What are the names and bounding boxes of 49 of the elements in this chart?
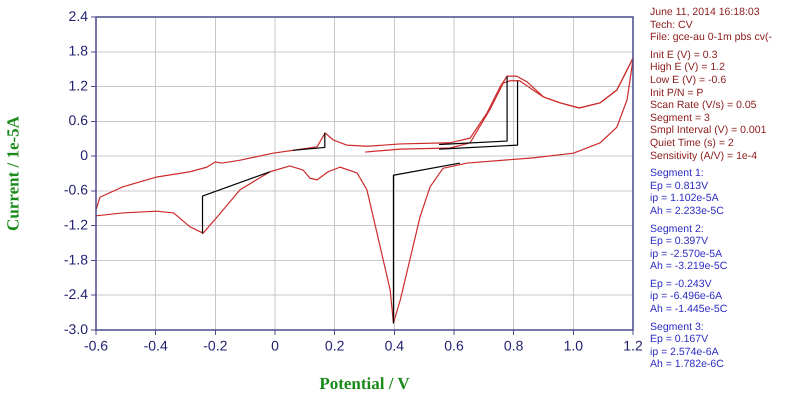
y-tick-label: -2.4 [64,286,88,302]
text: Smpl Interval (V) = 0.001 [650,124,768,137]
y-tick-label: 1.2 [68,77,88,94]
text: Segment 1: [650,167,705,180]
x-tick-label: -0.2 [203,337,228,354]
x-tick-label: -0.6 [84,337,108,354]
text: Segment 2: [650,222,705,236]
text: Ah = -3.219e-5C [650,260,728,273]
text: Init P/N = P [650,86,704,100]
y-tick-label: -0.6 [64,182,88,198]
text: Scan Rate (V/s) = 0.05 [650,99,758,112]
x-tick-label: 0.2 [324,337,345,354]
text: Ah = 1.782e-6C [650,358,725,372]
text: Ep = -0.243V [650,278,713,290]
x-tick-label: -0.4 [144,337,168,354]
x-tick-label: 1.0 [564,337,584,354]
x-axis-title: Potential / V [319,374,410,394]
x-tick-label: 0 [271,337,280,354]
text: Segment = 3 [650,112,711,124]
x-tick-label: 0.6 [444,337,464,354]
y-axis-title: Current / 1e-5A [4,115,23,231]
x-tick-label: 0.8 [504,337,524,354]
y-tick-label: -1.8 [64,251,88,268]
text: High E (V) = 1.2 [650,61,726,74]
text: Ah = 2.233e-5C [650,204,725,218]
text: Init E (V) = 0.3 [650,48,718,62]
text: Sensitivity (A/V) = 1e-4 [650,150,758,162]
text: Segment 3: [650,320,705,334]
y-tick-label: 0 [80,146,88,163]
x-tick-label: 1.2 [623,337,643,354]
text: ip = 1.102e-5A [650,192,720,205]
y-tick-label: -1.2 [64,216,88,233]
text: Quiet Time (s) = 2 [650,136,735,150]
text: Ah = -1.445e-5C [650,303,728,316]
text: Tech: CV [650,18,694,32]
y-tick-label: 0.6 [68,112,88,128]
y-tick-label: -3.0 [64,320,88,337]
text: June 11, 2014 16:18:03 [650,6,761,19]
text: ip = -6.496e-6A [650,290,724,304]
y-tick-label: 1.8 [68,42,88,59]
text: Ep = 0.167V [650,333,710,346]
text: ip = 2.574e-6A [650,346,720,358]
y-tick-label: 2.4 [68,8,88,24]
text: Low E (V) = -0.6 [650,74,728,87]
text: File: gce-au 0-1m pbs cv(- [650,31,772,44]
text: Ep = 0.397V [650,235,710,248]
text: ip = -2.570e-5A [650,248,724,260]
text: Ep = 0.813V [650,180,710,192]
x-tick-label: 0.4 [384,337,404,354]
